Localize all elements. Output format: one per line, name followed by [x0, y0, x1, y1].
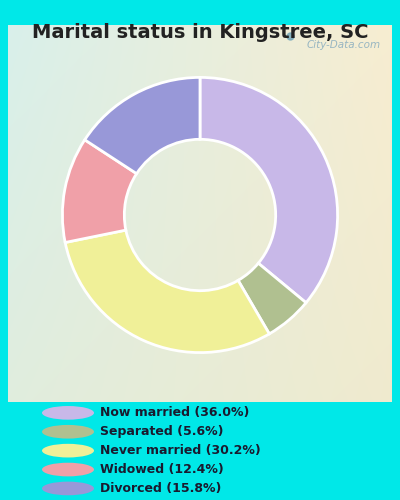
Wedge shape — [62, 140, 137, 242]
Circle shape — [42, 482, 94, 496]
Wedge shape — [238, 263, 306, 334]
Circle shape — [42, 444, 94, 458]
Text: Never married (30.2%): Never married (30.2%) — [100, 444, 261, 457]
Wedge shape — [200, 78, 338, 302]
Circle shape — [42, 462, 94, 476]
Text: Now married (36.0%): Now married (36.0%) — [100, 406, 249, 420]
Text: City-Data.com: City-Data.com — [306, 40, 380, 50]
Circle shape — [42, 425, 94, 438]
Wedge shape — [65, 230, 269, 352]
Text: Separated (5.6%): Separated (5.6%) — [100, 425, 224, 438]
Text: Marital status in Kingstree, SC: Marital status in Kingstree, SC — [32, 22, 368, 42]
Wedge shape — [85, 78, 200, 174]
Text: Divorced (15.8%): Divorced (15.8%) — [100, 482, 221, 495]
Text: Widowed (12.4%): Widowed (12.4%) — [100, 463, 224, 476]
Circle shape — [42, 406, 94, 419]
